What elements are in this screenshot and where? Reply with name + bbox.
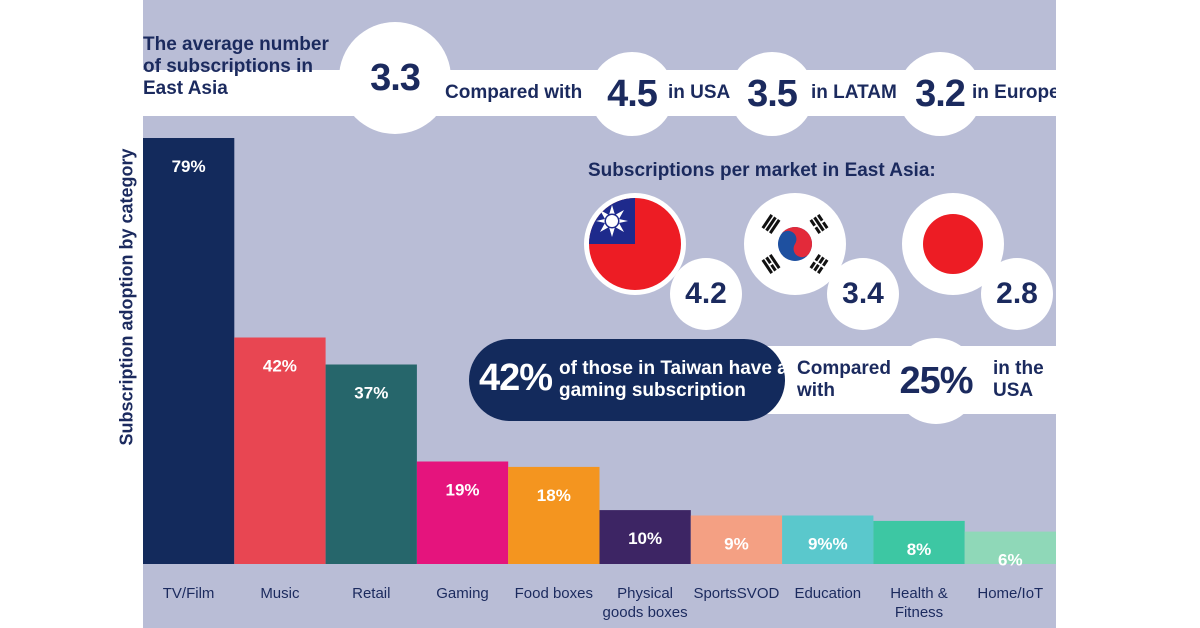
category-label-3: Gaming (436, 585, 489, 602)
bar-value-label-5: 10% (628, 529, 662, 548)
taiwan-gaming-pill (469, 339, 785, 421)
category-label-5: Physical goods boxes (603, 585, 688, 621)
bar-3 (416, 461, 509, 564)
y-axis-label: Subscription adoption by category (116, 148, 137, 446)
bar-0 (143, 138, 235, 564)
latam-average-value: 3.5 (747, 72, 798, 115)
category-label-9: Home/IoT (977, 585, 1043, 602)
usa-gaming: 25% (893, 338, 979, 424)
bar-value-label-7: 9%% (808, 535, 848, 554)
bar-chart: 79% TV/Film 42% Music 37% Retail 19% Gaming 18% F… (143, 138, 1056, 621)
usa-label: in USA (668, 82, 731, 103)
bar-value-label-4: 18% (537, 486, 571, 505)
category-label-2: Retail (352, 585, 390, 602)
korea-value: 3.4 (827, 258, 899, 330)
category-label-0: TV/Film (163, 585, 215, 602)
bar-value-label-8: 8% (907, 540, 932, 559)
category-label-6: SportsSVOD (693, 585, 779, 602)
japan-value: 2.8 (981, 258, 1053, 330)
latam-average: 3.5 (730, 52, 814, 136)
bar-value-label-6: 9% (724, 535, 749, 554)
usa-average: 4.5 (590, 52, 674, 136)
category-label-7: Education (794, 585, 861, 602)
taiwan-gaming-text: of those in Taiwan have a gaming subscri… (559, 358, 788, 401)
bar-value-label-1: 42% (263, 357, 297, 376)
bar-value-label-3: 19% (445, 481, 479, 500)
europe-average-value: 3.2 (915, 72, 966, 115)
bar-5 (599, 510, 691, 564)
category-label-1: Music (260, 585, 300, 602)
category-label-8: Health & Fitness (890, 585, 948, 621)
usa-average-value: 4.5 (607, 72, 658, 115)
taiwan-gaming-value: 42% (479, 357, 553, 399)
compared-with-text: Compared with (445, 82, 583, 103)
bar-value-label-9: 6% (998, 551, 1023, 570)
bar-value-label-2: 37% (354, 384, 388, 403)
bar-6 (690, 515, 783, 564)
usa-gaming-value: 25% (899, 359, 973, 402)
bar-value-label-0: 79% (172, 157, 206, 176)
bar-8 (873, 520, 965, 564)
bar-7 (782, 515, 874, 564)
europe-label: in Europe (972, 82, 1056, 103)
bar-2 (325, 364, 417, 564)
markets-title: Subscriptions per market in East Asia: (588, 160, 936, 181)
japan-flag-icon (907, 198, 999, 290)
south-korea-flag-icon (749, 198, 841, 290)
bar-1 (234, 337, 326, 564)
taiwan-flag-icon (589, 198, 681, 290)
latam-label: in LATAM (811, 82, 897, 103)
gaming-compared-with: Compared with (797, 358, 891, 401)
taiwan-value: 4.2 (670, 258, 742, 330)
europe-average: 3.2 (898, 52, 982, 136)
bar-9 (964, 531, 1056, 564)
bar-4 (508, 466, 600, 564)
infographic-panel: 79% TV/Film 42% Music 37% Retail 19% Gaming 18% F… (143, 0, 1056, 628)
east-asia-average: 3.3 (339, 22, 451, 134)
east-asia-average-value: 3.3 (370, 56, 421, 99)
headline-text: The average number of subscriptions in E… (143, 34, 329, 99)
category-label-4: Food boxes (515, 585, 593, 602)
usa-gaming-label: in the USA (993, 358, 1044, 401)
